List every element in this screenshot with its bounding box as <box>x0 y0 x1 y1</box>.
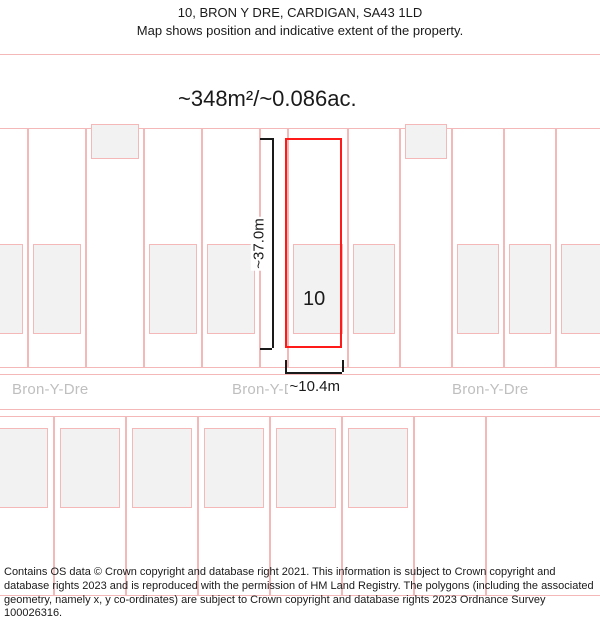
header-subtitle: Map shows position and indicative extent… <box>0 22 600 40</box>
area-text: ~348m²/~0.086ac. <box>178 86 357 112</box>
footer-attribution: Contains OS data © Crown copyright and d… <box>4 566 596 621</box>
upper-building <box>91 124 139 159</box>
header: 10, BRON Y DRE, CARDIGAN, SA43 1LD Map s… <box>0 0 600 39</box>
dim-horiz-line <box>285 372 342 374</box>
top-seam-line <box>0 54 600 55</box>
plot-number: 10 <box>303 288 325 311</box>
upper-building <box>561 244 600 334</box>
lower-building <box>276 428 336 508</box>
dim-horiz-cap-left <box>285 360 287 372</box>
upper-building <box>353 244 395 334</box>
dim-vert-cap-bottom <box>260 348 272 350</box>
lower-building <box>60 428 120 508</box>
upper-building <box>509 244 551 334</box>
lower-building <box>0 428 48 508</box>
street-label: Bron-Y-Dre <box>452 381 528 398</box>
upper-building <box>0 244 23 334</box>
lower-building <box>204 428 264 508</box>
dim-horiz-cap-right <box>342 360 344 372</box>
dim-vert-cap-top <box>260 138 272 140</box>
upper-building <box>457 244 499 334</box>
map-canvas: Bron-Y-DreBron-Y-DreBron-Y-Dre~348m²/~0.… <box>0 44 600 544</box>
upper-building <box>207 244 255 334</box>
lower-building <box>132 428 192 508</box>
street-label: Bron-Y-Dre <box>12 381 88 398</box>
dim-vert-line <box>272 138 274 348</box>
highlight-plot <box>285 138 342 348</box>
lower-building <box>348 428 408 508</box>
dim-horiz-label: ~10.4m <box>288 378 342 395</box>
upper-building <box>405 124 447 159</box>
upper-parcel <box>86 128 144 368</box>
upper-parcel <box>400 128 452 368</box>
header-address: 10, BRON Y DRE, CARDIGAN, SA43 1LD <box>0 4 600 22</box>
dim-vert-label: ~37.0m <box>251 216 268 270</box>
upper-building <box>149 244 197 334</box>
upper-building <box>33 244 81 334</box>
